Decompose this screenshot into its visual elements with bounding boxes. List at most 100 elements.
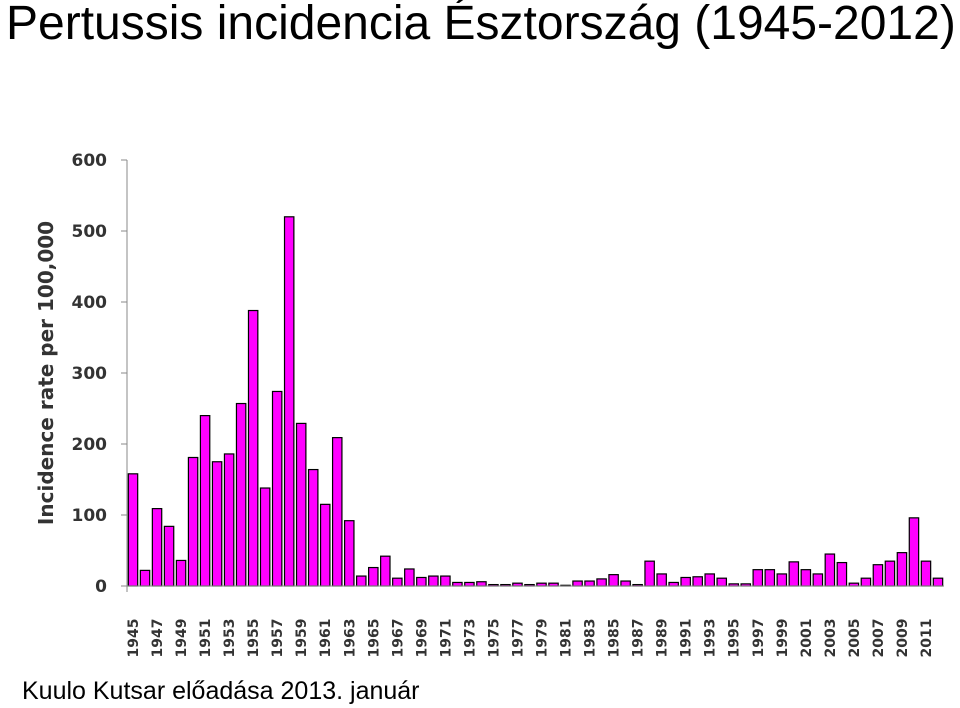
y-tick-label: 300 — [72, 364, 108, 384]
bar-1990 — [668, 581, 679, 587]
x-tick-label: 1961 — [318, 619, 334, 658]
x-tick-label: 2003 — [823, 619, 839, 658]
bar-1982 — [572, 580, 583, 587]
bar-1993 — [704, 573, 716, 587]
bar-1972 — [452, 581, 463, 587]
bar-2004 — [836, 561, 848, 587]
bar-1974 — [476, 581, 487, 587]
y-tick-label: 500 — [72, 222, 108, 242]
x-tick-label: 1983 — [583, 619, 599, 658]
x-tick-label: 1949 — [174, 619, 190, 658]
bar-1955 — [247, 309, 259, 587]
x-tick-label: 1991 — [679, 619, 695, 658]
y-axis-title: Incidence rate per 100,000 — [34, 221, 58, 525]
bars — [127, 216, 944, 587]
x-tick-label: 1953 — [222, 619, 238, 658]
x-tick-label: 1985 — [607, 619, 623, 658]
x-tick-label: 1977 — [510, 619, 526, 658]
bar-2002 — [812, 573, 824, 587]
x-tick-label: 2009 — [895, 619, 911, 658]
bar-2009 — [896, 552, 908, 587]
x-tick-label: 2005 — [847, 619, 863, 658]
bar-1989 — [656, 573, 667, 587]
x-tick-label: 1967 — [390, 619, 406, 658]
bar-1957 — [271, 390, 283, 587]
bar-1999 — [776, 573, 788, 587]
bar-2008 — [884, 560, 896, 587]
bar-2006 — [860, 577, 872, 587]
bar-1960 — [307, 468, 319, 587]
x-tick-label: 1955 — [246, 619, 262, 658]
x-tick-label: 1971 — [438, 619, 454, 658]
y-tick-label: 200 — [72, 435, 108, 455]
bar-1962 — [331, 437, 343, 587]
bar-1964 — [356, 575, 367, 587]
bar-2007 — [872, 564, 884, 587]
bar-1991 — [680, 576, 691, 587]
bar-1994 — [716, 577, 728, 587]
page-title: Pertussis incidencia Észtország (1945-20… — [6, 0, 956, 50]
x-tick-label: 2001 — [799, 619, 815, 658]
bar-1988 — [644, 560, 655, 587]
bar-1959 — [295, 422, 307, 587]
bar-1963 — [343, 520, 355, 587]
bar-1973 — [464, 581, 475, 587]
x-tick-label: 1999 — [775, 619, 791, 658]
x-tick-label: 1995 — [727, 619, 743, 658]
x-tick-label: 2007 — [871, 619, 887, 658]
bar-2011 — [920, 560, 932, 587]
bar-1998 — [764, 569, 776, 587]
bar-1954 — [235, 402, 247, 587]
bar-1949 — [175, 559, 187, 587]
bar-1984 — [596, 578, 607, 587]
y-tick-label: 600 — [72, 151, 108, 171]
x-tick-label: 1975 — [486, 619, 502, 658]
x-tick-label: 1989 — [655, 619, 671, 658]
bar-1950 — [187, 456, 199, 587]
x-tick-label: 1979 — [535, 619, 551, 658]
bar-1947 — [151, 508, 163, 587]
bar-1971 — [440, 575, 451, 587]
bar-1945 — [127, 473, 139, 587]
x-tick-label: 1963 — [342, 619, 358, 658]
bar-2010 — [908, 517, 920, 587]
x-tick-label: 1973 — [462, 619, 478, 658]
bar-1958 — [283, 216, 295, 587]
bar-1951 — [199, 415, 211, 587]
y-tick-label: 0 — [95, 577, 107, 597]
bar-1946 — [139, 569, 151, 587]
source-caption: Kuulo Kutsar előadása 2013. január — [22, 677, 420, 705]
y-tick-label: 100 — [72, 506, 108, 526]
x-tick-label: 1959 — [294, 619, 310, 658]
bar-1986 — [620, 580, 631, 587]
bar-1992 — [692, 576, 703, 587]
bar-2012 — [932, 577, 944, 587]
x-tick-label: 2011 — [919, 619, 935, 658]
x-tick-label: 1997 — [751, 619, 767, 658]
bar-1968 — [404, 568, 415, 587]
bar-2000 — [788, 561, 800, 587]
x-tick-label: 1945 — [126, 619, 142, 658]
bar-1966 — [380, 555, 391, 587]
y-tick-label: 400 — [72, 293, 108, 313]
x-axis: 1945 1947 1949 1951 1953 1955 1957 1959 1961 1963… — [126, 585, 944, 658]
bar-1948 — [163, 525, 175, 587]
y-axis: 0 100 200 300 400 500 600 — [72, 151, 128, 597]
x-tick-label: 1965 — [366, 619, 382, 658]
bar-1970 — [428, 575, 439, 587]
bar-1969 — [416, 576, 427, 587]
bar-1953 — [223, 453, 235, 587]
bar-1967 — [392, 577, 403, 587]
bar-1961 — [319, 503, 331, 587]
bar-2003 — [824, 553, 836, 587]
bar-2001 — [800, 569, 812, 587]
bar-1985 — [608, 574, 619, 587]
bar-1983 — [584, 580, 595, 587]
x-tick-label: 1957 — [270, 619, 286, 658]
bar-1965 — [368, 566, 379, 587]
x-tick-label: 1981 — [559, 619, 575, 658]
bar-1956 — [259, 487, 271, 587]
x-tick-label: 1993 — [703, 619, 719, 658]
x-tick-label: 1947 — [150, 619, 166, 658]
bar-1952 — [211, 461, 223, 587]
